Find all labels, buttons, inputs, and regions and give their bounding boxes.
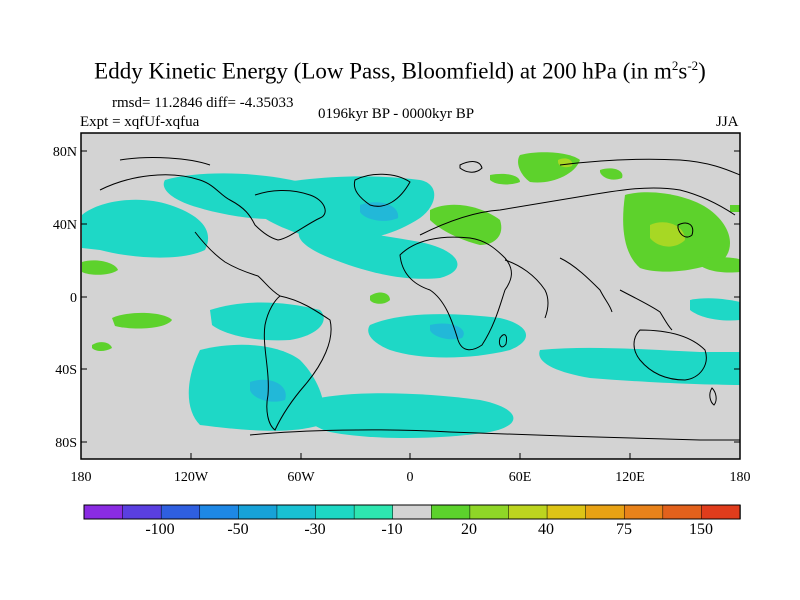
colorbar-frame bbox=[83, 504, 741, 520]
colorbar-label: -10 bbox=[381, 521, 402, 538]
expt-label: Expt = xqfUf-xqfua bbox=[80, 114, 200, 130]
colorbar-swatch bbox=[662, 504, 703, 520]
stats-text: rmsd= 11.2846 diff= -4.35033 bbox=[112, 95, 294, 111]
colorbar-swatch bbox=[701, 504, 741, 520]
colorbar bbox=[83, 504, 741, 520]
colorbar-label: -30 bbox=[304, 521, 325, 538]
colorbar-swatch bbox=[276, 504, 317, 520]
colorbar-swatch bbox=[431, 504, 471, 520]
colorbar-swatch bbox=[585, 504, 625, 520]
x-tick-label: 120E bbox=[615, 470, 645, 485]
colorbar-swatch bbox=[315, 504, 355, 520]
colorbar-swatch bbox=[508, 504, 548, 520]
colorbar-swatch bbox=[83, 504, 124, 520]
y-tick-label: 80S bbox=[55, 436, 77, 451]
y-tick-label: 80N bbox=[53, 145, 77, 160]
colorbar-label: -50 bbox=[227, 521, 248, 538]
x-tick-label: 60E bbox=[509, 470, 532, 485]
colorbar-swatch bbox=[546, 504, 587, 520]
season-label: JJA bbox=[716, 114, 739, 130]
colorbar-label: 20 bbox=[461, 521, 477, 538]
colorbar-swatch bbox=[623, 504, 664, 520]
x-tick-label: 0 bbox=[407, 470, 414, 485]
x-tick-label: 60W bbox=[287, 470, 315, 485]
x-tick-label: 180 bbox=[730, 470, 751, 485]
x-tick-marks bbox=[80, 453, 741, 459]
y-tick-label: 0 bbox=[70, 291, 77, 306]
colorbar-swatch bbox=[353, 504, 394, 520]
colorbar-swatch bbox=[469, 504, 510, 520]
x-tick-label: 120W bbox=[174, 470, 209, 485]
colorbar-swatch bbox=[160, 504, 201, 520]
colorbar-label: 75 bbox=[616, 521, 632, 538]
y-tick-marks bbox=[81, 150, 740, 443]
y-tick-label: 40N bbox=[53, 218, 77, 233]
plot-title: Eddy Kinetic Energy (Low Pass, Bloomfiel… bbox=[94, 58, 706, 84]
colorbar-swatch bbox=[122, 504, 162, 520]
period-label: 0196kyr BP - 0000kyr BP bbox=[318, 106, 475, 122]
y-tick-label: 40S bbox=[55, 363, 77, 378]
colorbar-swatch bbox=[238, 504, 278, 520]
colorbar-swatch bbox=[392, 504, 433, 520]
colorbar-label: 150 bbox=[689, 521, 713, 538]
x-tick-label: 180 bbox=[71, 470, 92, 485]
colorbar-label: -100 bbox=[145, 521, 174, 538]
coastlines bbox=[99, 157, 741, 441]
colorbar-swatch bbox=[199, 504, 240, 520]
eke-contour-fill bbox=[82, 152, 740, 438]
colorbar-label: 40 bbox=[538, 521, 554, 538]
